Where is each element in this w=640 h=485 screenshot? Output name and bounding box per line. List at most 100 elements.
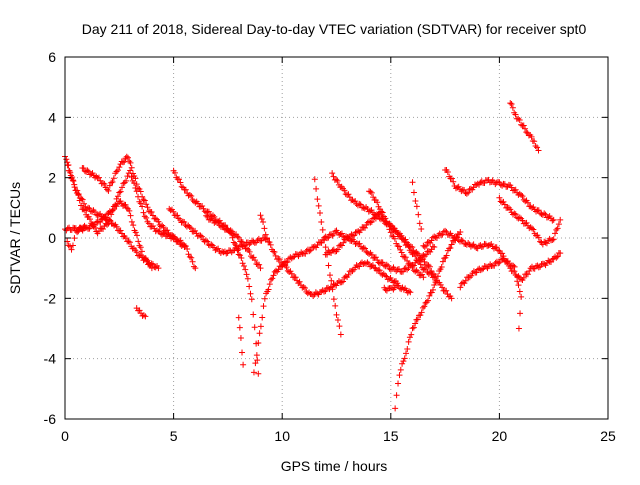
axis-ticks-layer: 0 5 10 15 20 25 -6 -4 -2 0 2 4 6 xyxy=(44,49,616,444)
data-point xyxy=(205,208,212,215)
data-point xyxy=(545,214,552,221)
data-point xyxy=(195,200,202,207)
data-point xyxy=(113,203,120,210)
data-point xyxy=(188,254,195,261)
data-point xyxy=(516,214,523,221)
y-tick-label: 6 xyxy=(48,49,56,65)
data-point xyxy=(382,286,389,293)
data-point xyxy=(402,236,409,243)
data-point xyxy=(234,247,241,254)
data-point xyxy=(400,268,407,275)
data-point xyxy=(520,274,527,281)
data-point xyxy=(290,254,297,261)
data-point xyxy=(479,266,486,273)
data-point xyxy=(303,288,310,295)
data-point xyxy=(154,227,161,234)
data-point xyxy=(414,268,421,275)
data-point xyxy=(220,249,227,256)
data-point xyxy=(426,263,433,270)
data-point xyxy=(417,261,424,268)
data-point xyxy=(217,249,224,256)
data-point xyxy=(378,208,385,215)
data-point xyxy=(511,210,518,217)
data-point xyxy=(256,261,263,268)
data-point xyxy=(481,179,488,186)
data-point xyxy=(455,183,462,190)
satellite-arc-14 xyxy=(329,170,455,302)
data-point xyxy=(152,215,159,222)
data-point xyxy=(314,196,321,203)
data-point xyxy=(428,289,435,296)
data-point xyxy=(516,117,523,124)
data-point xyxy=(406,288,413,295)
data-point xyxy=(204,238,211,245)
data-point xyxy=(128,218,135,225)
data-point xyxy=(329,170,336,177)
data-point xyxy=(351,232,358,239)
data-point xyxy=(519,193,526,200)
data-point xyxy=(501,201,508,208)
data-point xyxy=(461,187,468,194)
data-point xyxy=(553,226,560,233)
data-point xyxy=(131,179,138,186)
data-point xyxy=(398,249,405,256)
data-point xyxy=(208,241,215,248)
data-point xyxy=(311,243,318,250)
data-point xyxy=(515,115,522,122)
chart-title: Day 211 of 2018, Sidereal Day-to-day VTE… xyxy=(82,21,587,37)
data-point xyxy=(398,232,405,239)
data-point xyxy=(522,125,529,132)
data-point xyxy=(328,277,335,284)
data-point xyxy=(212,218,219,225)
data-point xyxy=(198,233,205,240)
data-point xyxy=(152,264,159,271)
data-point xyxy=(101,180,108,187)
data-point xyxy=(512,272,519,279)
data-point xyxy=(75,228,82,235)
data-point xyxy=(247,290,254,297)
data-point xyxy=(458,188,465,195)
data-point xyxy=(542,211,549,218)
data-point xyxy=(269,275,276,282)
data-point xyxy=(413,203,420,210)
data-point xyxy=(465,239,472,246)
data-point xyxy=(448,241,455,248)
data-point xyxy=(248,296,255,303)
satellite-arc-22 xyxy=(496,194,564,248)
data-point xyxy=(137,200,144,207)
data-point xyxy=(410,324,417,331)
data-point xyxy=(258,237,265,244)
data-point xyxy=(420,266,427,273)
data-point xyxy=(448,175,455,182)
data-point xyxy=(357,227,364,234)
data-point xyxy=(457,228,464,235)
data-point xyxy=(319,287,326,294)
data-point xyxy=(322,244,329,251)
data-point xyxy=(405,338,412,345)
satellite-arc-5 xyxy=(133,305,149,320)
data-point xyxy=(485,242,492,249)
data-point xyxy=(284,258,291,265)
data-point xyxy=(279,261,286,268)
data-point xyxy=(188,193,195,200)
data-point xyxy=(69,242,76,249)
data-point xyxy=(126,207,133,214)
data-point xyxy=(65,162,72,169)
data-point xyxy=(407,289,414,296)
y-tick-label: -2 xyxy=(44,290,57,306)
data-point xyxy=(541,238,548,245)
data-point xyxy=(367,188,374,195)
data-point xyxy=(420,256,427,263)
data-point xyxy=(181,218,188,225)
data-point xyxy=(515,325,522,332)
data-point xyxy=(271,249,278,256)
data-point xyxy=(458,280,465,287)
data-point xyxy=(240,263,247,270)
data-point xyxy=(126,239,133,246)
data-point xyxy=(459,237,466,244)
data-point xyxy=(409,325,416,332)
data-point xyxy=(549,217,556,224)
data-point xyxy=(463,190,470,197)
data-point xyxy=(400,286,407,293)
